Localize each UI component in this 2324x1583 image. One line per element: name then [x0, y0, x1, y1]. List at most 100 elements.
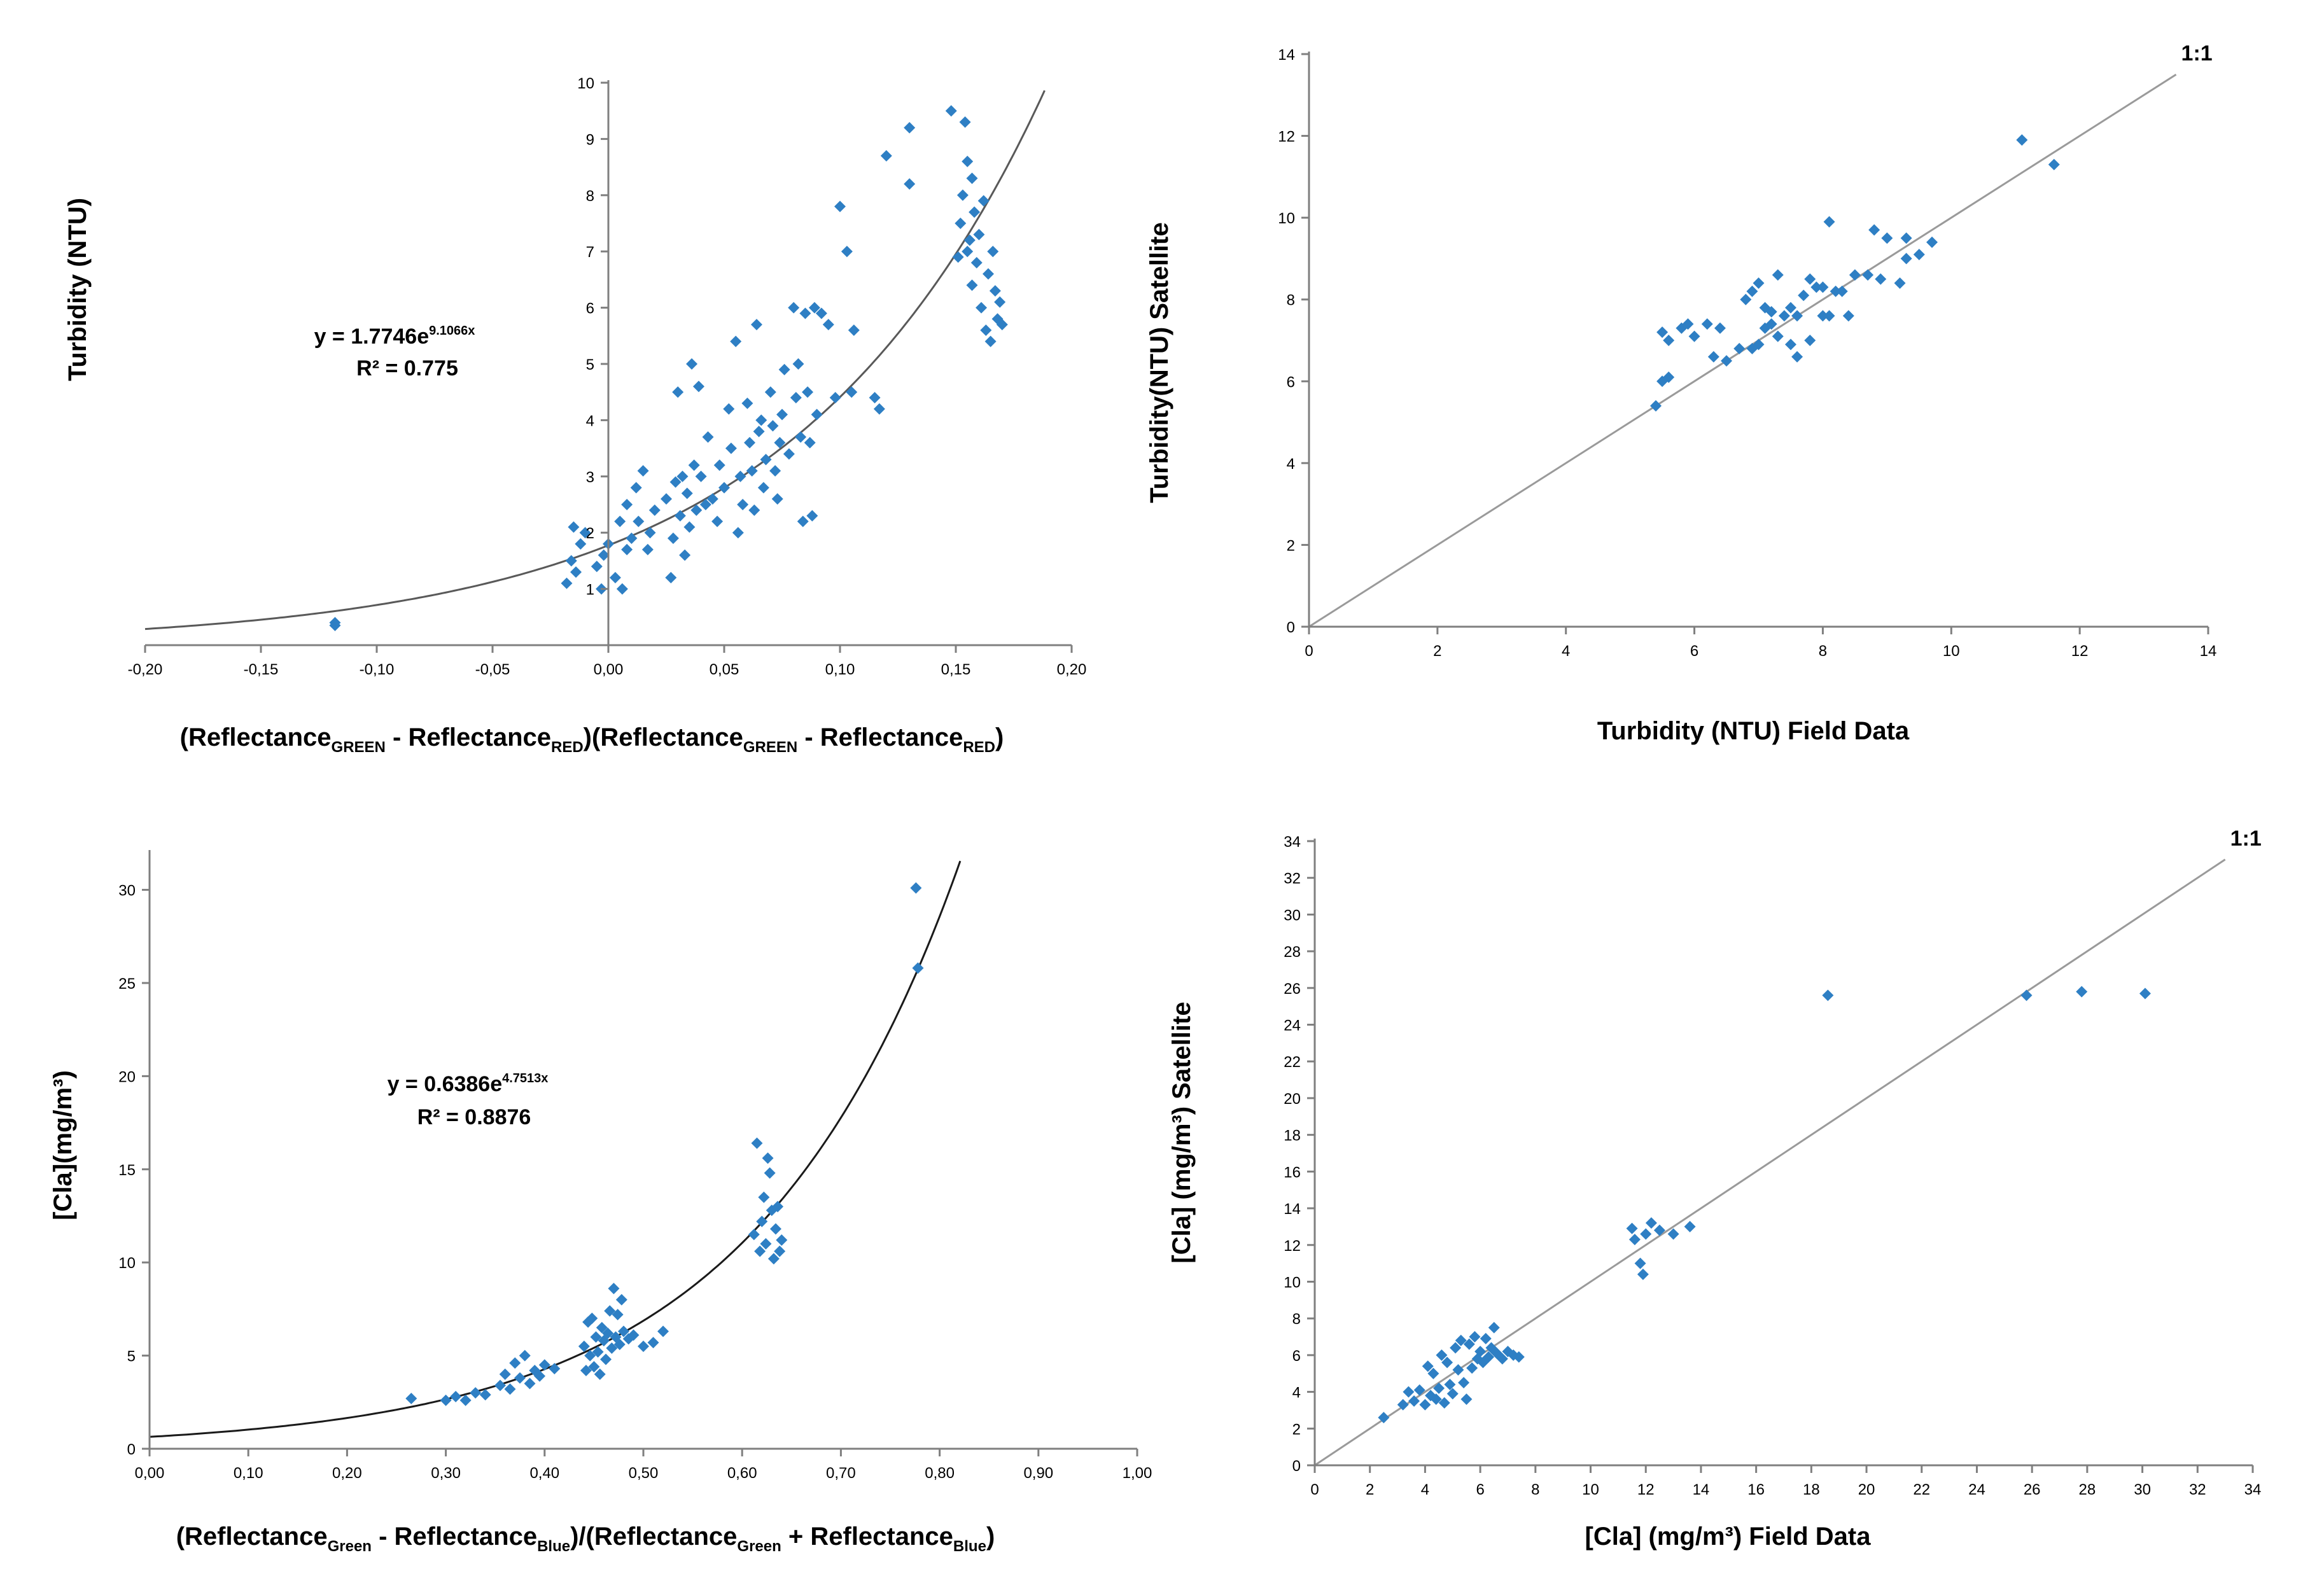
data-point — [641, 543, 654, 555]
data-point — [790, 392, 802, 404]
y-tick-label: 3 — [586, 469, 594, 486]
data-point — [1463, 1338, 1475, 1350]
x-tick-label: 2 — [1366, 1481, 1374, 1498]
x-tick-label: 6 — [1476, 1481, 1484, 1498]
data-point — [617, 1325, 629, 1337]
data-point — [754, 1245, 766, 1257]
data-point — [329, 617, 341, 629]
data-point — [1403, 1386, 1415, 1398]
data-point — [630, 482, 642, 494]
data-point — [753, 426, 765, 438]
data-point — [1663, 371, 1675, 383]
x-tick-label: 30 — [2134, 1481, 2151, 1498]
data-point — [873, 403, 885, 415]
data-point — [602, 1327, 614, 1339]
data-point — [1634, 1257, 1646, 1269]
data-point — [683, 521, 696, 533]
data-point — [568, 521, 580, 533]
data-point — [614, 515, 626, 527]
data-point — [880, 150, 892, 162]
y-tick-label: 0 — [1287, 619, 1295, 636]
data-point — [1784, 338, 1796, 351]
x-tick-label: 0,60 — [727, 1465, 757, 1482]
y-tick-label: 22 — [1284, 1054, 1301, 1071]
data-point — [1830, 285, 1842, 297]
data-point — [2139, 987, 2151, 1000]
data-point — [751, 1137, 763, 1149]
y-axis-title: [Cla] (mg/m³) Satellite — [1168, 1001, 1196, 1263]
data-point — [1753, 277, 1765, 289]
x-tick-label: 0 — [1305, 643, 1313, 660]
data-point — [984, 335, 997, 347]
data-point — [604, 1305, 616, 1317]
data-point — [578, 1340, 590, 1352]
data-point — [748, 1229, 760, 1241]
data-point — [1438, 1397, 1450, 1409]
data-point — [767, 1253, 780, 1265]
data-point — [966, 172, 978, 185]
data-point — [776, 1234, 788, 1246]
data-point — [769, 464, 781, 477]
data-point — [1746, 285, 1758, 297]
data-point — [744, 436, 756, 449]
data-point — [1446, 1388, 1459, 1400]
data-point — [2048, 158, 2060, 171]
exponential-fit-line — [144, 90, 1046, 631]
data-point — [776, 408, 788, 421]
regression-equation: y = 1.7746e9.1066x — [314, 324, 475, 349]
data-point — [633, 515, 645, 527]
x-tick-label: 0,50 — [629, 1465, 659, 1482]
data-point — [1753, 338, 1765, 351]
x-axis-title: (ReflectanceGREEN - ReflectanceRED)(Refl… — [180, 723, 1004, 756]
data-point — [1798, 289, 1810, 302]
y-tick-label: 4 — [586, 412, 594, 429]
data-point — [626, 533, 638, 545]
y-tick-label: 5 — [127, 1348, 136, 1365]
exponential-fit-line — [149, 860, 962, 1438]
data-point — [621, 499, 633, 510]
x-tick-label: -0,05 — [475, 661, 510, 678]
data-point — [674, 510, 686, 522]
data-point — [688, 459, 700, 471]
data-point — [834, 200, 846, 213]
data-point — [1707, 351, 1719, 363]
data-point — [524, 1377, 536, 1390]
data-point — [657, 1325, 669, 1337]
x-tick-label: 0 — [1310, 1481, 1319, 1498]
data-point — [1458, 1377, 1470, 1389]
data-point — [760, 454, 772, 466]
x-tick-label: 0,00 — [594, 661, 624, 678]
x-tick-label: 0,30 — [431, 1465, 461, 1482]
data-point — [797, 515, 809, 527]
data-point — [723, 403, 735, 415]
data-point — [1663, 335, 1675, 346]
data-point — [904, 178, 916, 190]
data-point — [783, 448, 795, 460]
x-tick-label: 26 — [2024, 1481, 2041, 1498]
data-point — [1721, 355, 1733, 367]
data-point — [1842, 310, 1854, 322]
data-point — [976, 302, 988, 314]
data-point — [681, 487, 693, 499]
data-point — [1733, 342, 1746, 354]
data-point — [815, 307, 827, 319]
data-point — [588, 1361, 600, 1373]
x-tick-label: 2 — [1433, 643, 1441, 660]
y-tick-label: 20 — [1284, 1091, 1301, 1108]
x-tick-label: 0,10 — [825, 661, 855, 678]
data-point — [994, 296, 1006, 308]
data-point — [561, 577, 573, 589]
data-point — [538, 1359, 550, 1371]
x-tick-label: 0,90 — [1023, 1465, 1053, 1482]
data-point — [591, 561, 603, 573]
data-point — [977, 195, 990, 207]
data-point — [1926, 236, 1938, 248]
data-point — [980, 324, 992, 336]
data-point — [959, 116, 971, 128]
data-point — [637, 464, 649, 477]
x-tick-label: 0,20 — [1057, 661, 1087, 678]
data-point — [1810, 281, 1823, 293]
turbidity-regression-chart: -0,20 -0,15 -0,10 -0,05 0,00 0,05 0,10 0,15 0,20… — [64, 75, 1086, 756]
y-tick-label: 15 — [118, 1162, 136, 1179]
